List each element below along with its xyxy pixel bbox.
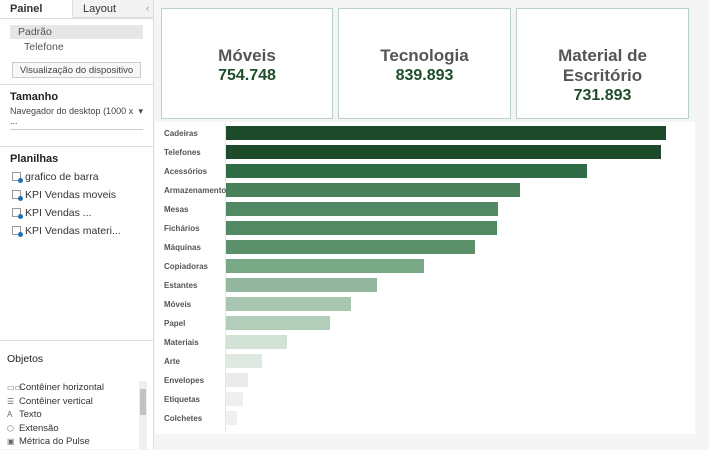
bar-Telefones[interactable] (226, 145, 661, 159)
tab-painel[interactable]: Painel (0, 0, 72, 18)
category-label: Arte (164, 357, 181, 366)
worksheet-icon (12, 226, 23, 237)
object-item[interactable]: A Texto (7, 408, 104, 422)
object-item[interactable]: ⬡ Extensão (7, 422, 104, 436)
kpi-title: Tecnologia (380, 46, 469, 65)
kpi-value: 731.893 (573, 87, 632, 104)
text-icon: A (7, 410, 13, 420)
bar-Copiadoras[interactable] (226, 259, 424, 273)
object-label: Texto (19, 409, 42, 421)
tab-layout[interactable]: Layout ‹ (72, 0, 153, 18)
size-heading: Tamanho (10, 91, 59, 103)
sheet-item[interactable]: KPI Vendas ... (0, 201, 153, 219)
size-value: Navegador do desktop (1000 x ... (10, 106, 134, 126)
category-label: Etiquetas (164, 395, 201, 404)
bar-Máquinas[interactable] (226, 240, 475, 254)
sheet-item[interactable]: KPI Vendas moveis (0, 183, 153, 201)
category-label: Materiais (164, 338, 199, 347)
objects-heading: Objetos (7, 353, 44, 365)
axis-line (225, 124, 226, 432)
kpi-value: 839.893 (395, 67, 454, 84)
device-preview-button[interactable]: Visualização do dispositivo (12, 62, 141, 78)
sheet-label: KPI Vendas moveis (25, 188, 117, 201)
bar-Armazenamento[interactable] (226, 183, 520, 197)
object-label: Métrica do Pulse (19, 436, 90, 448)
category-label: Máquinas (164, 243, 201, 252)
object-item[interactable]: ▣ Métrica do Pulse (7, 435, 104, 449)
object-label: Contêiner horizontal (19, 382, 105, 394)
sheet-item[interactable]: grafico de barra (0, 165, 153, 183)
device-padrao[interactable]: Padrão (10, 25, 143, 39)
bar-Móveis[interactable] (226, 297, 351, 311)
worksheet-icon (12, 190, 23, 201)
category-label: Telefones (164, 148, 201, 157)
bar-Cadeiras[interactable] (226, 126, 666, 140)
kpi-value: 754.748 (218, 67, 276, 84)
object-label: Contêiner vertical (19, 395, 93, 407)
category-label: Armazenamento (164, 186, 227, 195)
bar-chart: Cadeiras Telefones Acessórios Armazenamento… (155, 122, 695, 434)
object-item[interactable]: ☰ Contêiner vertical (7, 395, 104, 409)
tab-layout-label: Layout (83, 3, 117, 15)
kpi-card-moveis[interactable]: Móveis 754.748 (161, 8, 333, 119)
size-dropdown[interactable]: Navegador do desktop (1000 x ... ▾ (10, 106, 143, 130)
bar-Estantes[interactable] (226, 278, 377, 292)
category-label: Mesas (164, 205, 189, 214)
kpi-card-tecnologia[interactable]: Tecnologia 839.893 (338, 8, 511, 119)
object-label: Extensão (19, 422, 59, 434)
category-label: Móveis (164, 300, 192, 309)
sheet-label: KPI Vendas ... (25, 206, 92, 219)
category-label: Cadeiras (164, 129, 198, 138)
bar-Colchetes[interactable] (226, 411, 237, 425)
category-label: Estantes (164, 281, 198, 290)
object-item[interactable]: ▭▭ Contêiner horizontal (7, 381, 104, 395)
horizontal-container-icon: ▭▭ (7, 383, 23, 393)
kpi-card-material[interactable]: Material de Escritório 731.893 (516, 8, 689, 119)
kpi-title: Móveis (218, 46, 276, 65)
category-label: Acessórios (164, 167, 208, 176)
category-label: Copiadoras (164, 262, 209, 271)
sheet-label: KPI Vendas materi... (25, 224, 121, 237)
bar-Arte[interactable] (226, 354, 262, 368)
kpi-title: Material de Escritório (558, 46, 647, 85)
worksheet-icon (12, 208, 23, 219)
category-label: Papel (164, 319, 186, 328)
objects-panel: Objetos ▭▭ Contêiner horizontal ☰ Contêiner… (0, 340, 154, 450)
bar-Papel[interactable] (226, 316, 330, 330)
sheet-label: grafico de barra (25, 170, 99, 183)
worksheet-icon (12, 172, 23, 183)
dropdown-arrow-icon: ▾ (138, 106, 143, 116)
sheets-heading: Planilhas (10, 153, 59, 165)
category-label: Colchetes (164, 414, 203, 423)
bar-Etiquetas[interactable] (226, 392, 243, 406)
bar-Materiais[interactable] (226, 335, 287, 349)
chevron-left-icon[interactable]: ‹ (146, 3, 149, 13)
bar-Acessórios[interactable] (226, 164, 587, 178)
bar-Envelopes[interactable] (226, 373, 248, 387)
dashboard-canvas: Móveis 754.748 Tecnologia 839.893 Material… (155, 0, 709, 449)
pulse-metric-icon: ▣ (7, 437, 15, 447)
device-telefone[interactable]: Telefone (24, 41, 64, 53)
extension-icon: ⬡ (7, 423, 14, 433)
bar-Mesas[interactable] (226, 202, 498, 216)
sheet-item[interactable]: KPI Vendas materi... (0, 219, 153, 237)
objects-scrollbar[interactable] (139, 381, 147, 450)
dashboard-sidebar: Painel Layout ‹ Padrão Telefone Visualiza… (0, 0, 154, 450)
vertical-container-icon: ☰ (7, 396, 15, 406)
bar-Fichários[interactable] (226, 221, 497, 235)
category-label: Envelopes (164, 376, 205, 385)
category-label: Fichários (164, 224, 200, 233)
